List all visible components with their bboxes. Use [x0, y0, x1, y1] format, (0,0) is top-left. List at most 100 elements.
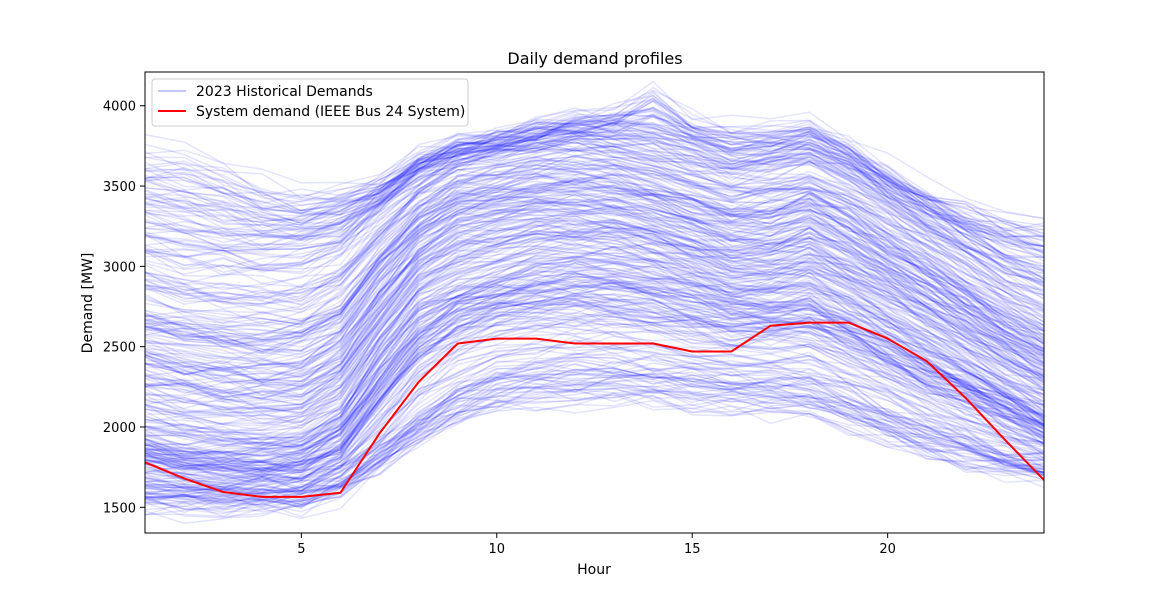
historical-demand-line [145, 231, 1044, 413]
historical-demand-line [145, 142, 1044, 288]
historical-demand-line [145, 163, 1044, 330]
historical-demand-line [145, 195, 1044, 358]
historical-demand-line [145, 315, 1044, 476]
historical-demand-line [145, 179, 1044, 344]
historical-demand-line [145, 149, 1044, 311]
historical-demand-line [145, 190, 1044, 351]
historical-demand-line [145, 388, 1044, 514]
legend-box [151, 78, 469, 127]
historical-demand-line [145, 279, 1044, 466]
historical-demand-line [145, 292, 1044, 472]
historical-demand-line [145, 305, 1044, 476]
historical-demand-line [145, 211, 1044, 386]
historical-demand-line [145, 135, 1044, 285]
historical-demand-line [145, 156, 1044, 312]
historical-demand-line [145, 318, 1044, 468]
historical-demand-line [145, 381, 1044, 510]
historical-demand-line [145, 236, 1044, 421]
historical-demand-line [145, 278, 1044, 464]
historical-demand-line [145, 248, 1044, 432]
historical-demand-line [145, 130, 1044, 272]
historical-demand-line [145, 204, 1044, 383]
historical-demand-line [145, 237, 1044, 417]
historical-demand-line [145, 363, 1044, 504]
historical-demand-line [145, 163, 1044, 323]
historical-demand-line [145, 133, 1044, 292]
historical-demand-line [145, 222, 1044, 406]
historical-demand-line [145, 156, 1044, 308]
x-axis-label: Hour [577, 562, 611, 578]
historical-demand-line [145, 260, 1044, 446]
historical-demand-line [145, 388, 1044, 511]
historical-demand-line [145, 335, 1044, 499]
historical-demand-line [145, 177, 1044, 338]
historical-demand-line [145, 198, 1044, 365]
historical-demand-line [145, 267, 1044, 452]
historical-demand-line [145, 387, 1044, 518]
plot-area [145, 80, 1044, 525]
historical-demand-line [145, 330, 1044, 493]
historical-demand-line [145, 392, 1044, 513]
historical-demand-line [145, 109, 1044, 256]
historical-demand-line [145, 368, 1044, 502]
historical-demand-line [145, 217, 1044, 393]
historical-demand-line [145, 272, 1044, 464]
historical-demand-line [145, 236, 1044, 414]
historical-demand-line [145, 360, 1044, 503]
system-demand-series [145, 321, 1044, 498]
historical-demand-line [145, 163, 1044, 332]
historical-demand-line [145, 304, 1044, 482]
historical-demand-line [145, 86, 1044, 220]
historical-demand-line [145, 361, 1044, 494]
historical-demand-line [145, 119, 1044, 252]
historical-demand-line [145, 299, 1044, 477]
historical-demand-line [145, 393, 1044, 513]
historical-demand-line [145, 258, 1044, 448]
historical-demand-line [145, 207, 1044, 374]
historical-demand-line [145, 199, 1044, 371]
historical-demand-line [145, 141, 1044, 291]
historical-demand-line [145, 186, 1044, 355]
chart-title: Daily demand profiles [507, 49, 682, 68]
historical-demand-line [145, 122, 1044, 248]
historical-demand-line [145, 178, 1044, 353]
historical-demand-line [145, 154, 1044, 307]
historical-demand-line [145, 287, 1044, 467]
historical-demand-line [145, 368, 1044, 503]
historical-demand-line [145, 304, 1044, 478]
historical-demand-line [145, 145, 1044, 300]
historical-demand-line [145, 386, 1044, 504]
historical-lines [145, 80, 1044, 525]
historical-demand-line [145, 188, 1044, 366]
historical-demand-line [145, 375, 1044, 503]
historical-demand-line [145, 200, 1044, 378]
historical-demand-line [145, 138, 1044, 310]
historical-demand-line [145, 215, 1044, 396]
x-tick-label: 15 [684, 542, 701, 557]
historical-demand-line [145, 328, 1044, 485]
historical-demand-line [145, 148, 1044, 317]
historical-demand-line [145, 107, 1044, 247]
historical-demand-line [145, 322, 1044, 495]
historical-demand-line [145, 218, 1044, 398]
historical-demand-line [145, 138, 1044, 283]
historical-demand-line [145, 174, 1044, 334]
historical-demand-line [145, 354, 1044, 496]
historical-demand-line [145, 99, 1044, 238]
historical-demand-line [145, 227, 1044, 399]
historical-demand-line [145, 247, 1044, 435]
historical-demand-line [145, 313, 1044, 482]
historical-demand-line [145, 209, 1044, 385]
system-demand-line [145, 321, 1044, 498]
y-tick-label: 4000 [103, 100, 136, 115]
y-tick-label: 3000 [103, 260, 136, 275]
historical-demand-line [145, 180, 1044, 342]
historical-demand-line [145, 219, 1044, 400]
historical-demand-line [145, 224, 1044, 412]
historical-demand-line [145, 296, 1044, 469]
historical-demand-line [145, 170, 1044, 342]
historical-demand-line [145, 386, 1044, 510]
historical-demand-line [145, 278, 1044, 471]
historical-demand-line [145, 192, 1044, 356]
